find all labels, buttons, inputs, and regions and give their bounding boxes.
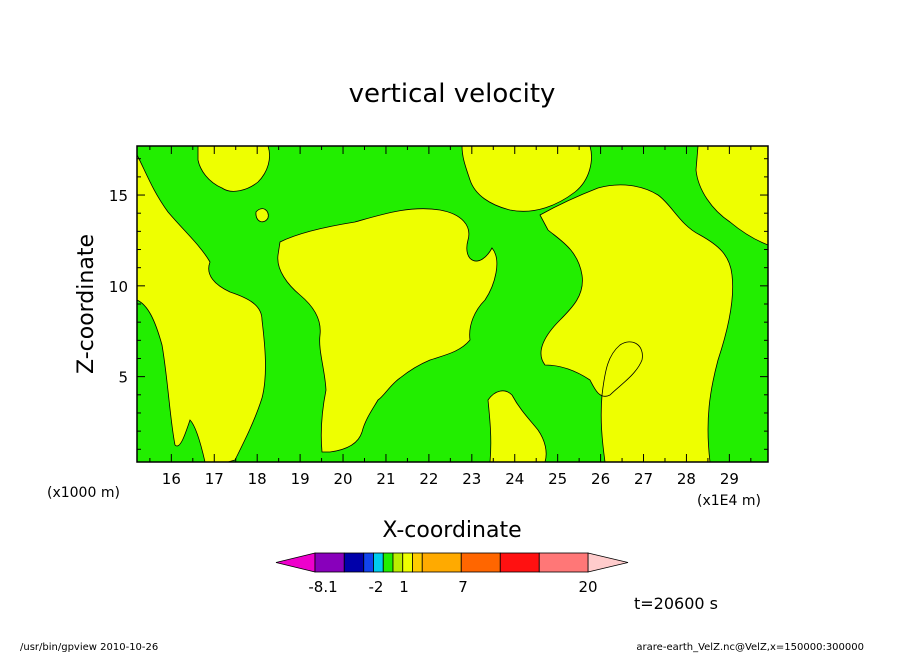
- x-tick-label-9: 25: [548, 470, 567, 488]
- colorbar-segment-10: [499, 552, 540, 573]
- x-tick-label-6: 22: [419, 470, 438, 488]
- x-tick-label-5: 21: [376, 470, 395, 488]
- time-label: t=20600 s: [634, 594, 718, 613]
- x-tick-label-3: 19: [291, 470, 310, 488]
- x-tick-label-8: 24: [505, 470, 524, 488]
- x-tick-label-10: 26: [591, 470, 610, 488]
- y-axis: 5 10 15: [109, 158, 768, 450]
- x-tick-label-2: 18: [248, 470, 267, 488]
- colorbar-arrow-high: [587, 552, 629, 573]
- x-axis-label: X-coordinate: [382, 518, 521, 543]
- y-tick-label-1: 10: [109, 278, 128, 296]
- colorbar-label-2: 1: [399, 578, 409, 596]
- y-tick-label-2: 15: [109, 187, 128, 205]
- yellow-regions: [137, 146, 768, 462]
- colorbar-segment-9: [460, 552, 501, 573]
- colorbar-segment-0: [314, 552, 345, 573]
- colorbar-segment-5: [392, 552, 404, 573]
- region-top-left: [197, 146, 270, 192]
- colorbar-segment-1: [343, 552, 365, 573]
- colorbar-segment-6: [402, 552, 413, 573]
- x-unit-right: (x1E4 m): [697, 493, 761, 509]
- footer-left: /usr/bin/gpview 2010-10-26: [20, 642, 158, 653]
- region-center-bottom: [487, 390, 547, 462]
- y-axis-label: Z-coordinate: [74, 234, 99, 374]
- footer-right: arare-earth_VelZ.nc@VelZ,x=150000:300000: [636, 642, 864, 653]
- region-blob-small: [255, 208, 269, 223]
- colorbar-segment-11: [538, 552, 589, 573]
- x-tick-label-1: 17: [205, 470, 224, 488]
- x-tick-label-12: 28: [677, 470, 696, 488]
- x-axis: 16 17 18 19 20 21 22 23 24 25 26 27 28 29: [149, 146, 752, 488]
- region-center: [277, 208, 498, 453]
- colorbar-segment-2: [363, 552, 374, 573]
- x-unit-left: (x1000 m): [47, 485, 120, 501]
- colorbar-label-0: -8.1: [308, 578, 337, 596]
- region-top-center: [461, 146, 592, 212]
- colorbar-segment-3: [373, 552, 384, 573]
- x-tick-label-13: 29: [720, 470, 739, 488]
- colorbar-labels: -8.1 -2 1 7 20: [308, 578, 597, 596]
- x-tick-label-11: 27: [634, 470, 653, 488]
- y-tick-label-0: 5: [118, 369, 128, 387]
- plot-area: [137, 146, 768, 462]
- region-top-right: [695, 146, 768, 246]
- colorbar-label-1: -2: [369, 578, 384, 596]
- x-tick-label-4: 20: [333, 470, 352, 488]
- x-tick-label-0: 16: [162, 470, 181, 488]
- colorbar-arrow-low: [275, 552, 316, 573]
- chart-title: vertical velocity: [349, 79, 556, 109]
- region-right: [539, 184, 734, 462]
- colorbar-segment-8: [421, 552, 462, 573]
- x-tick-label-7: 23: [462, 470, 481, 488]
- colorbar-label-3: 7: [458, 578, 468, 596]
- colorbar-segment-7: [412, 552, 423, 573]
- colorbar-segment-4: [382, 552, 394, 573]
- colorbar-label-4: 20: [578, 578, 597, 596]
- colorbar: [275, 552, 629, 573]
- region-left: [137, 154, 266, 462]
